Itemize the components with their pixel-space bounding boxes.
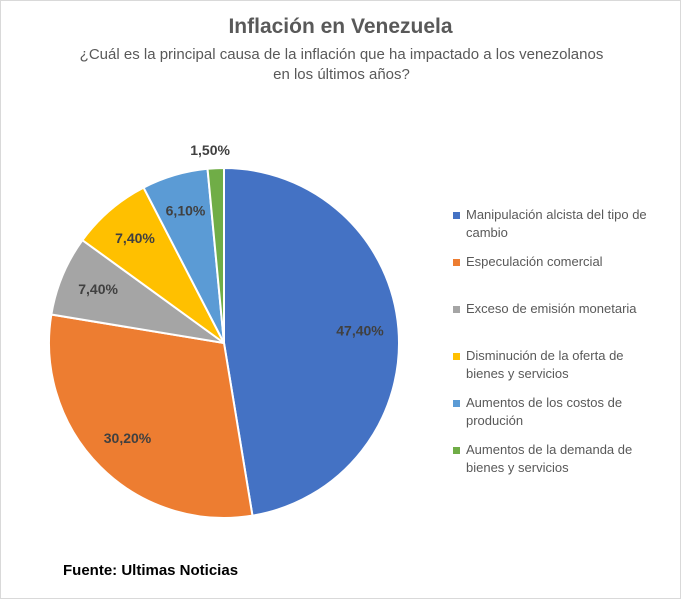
- pie-slice-label-6: 1,50%: [190, 142, 230, 158]
- legend-swatch-4: [453, 353, 460, 360]
- pie-slice-6: [206, 166, 225, 344]
- legend-label-2-line-1: Especulación comercial: [466, 254, 603, 269]
- chart-subtitle-line-1: ¿Cuál es la principal causa de la inflac…: [79, 46, 604, 63]
- legend-item-6: Aumentos de la demanda de bienes y servic…: [453, 441, 632, 477]
- legend-item-5: Aumentos de los costos de produción: [453, 394, 622, 430]
- legend-item-2: Especulación comercial: [453, 253, 603, 271]
- pie-slice-1: [223, 166, 400, 517]
- legend-swatch-3: [453, 306, 460, 313]
- pie-slice-label-3: 7,40%: [78, 281, 118, 297]
- legend-label-2: Especulación comercial: [466, 253, 603, 271]
- legend-label-3: Exceso de emisión monetaria: [466, 300, 637, 318]
- legend-label-1-line-2: cambio: [466, 225, 508, 240]
- legend-label-5: Aumentos de los costos de produción: [466, 394, 622, 430]
- legend-label-5-line-2: produción: [466, 413, 524, 428]
- legend-swatch-5: [453, 400, 460, 407]
- legend-label-1-line-1: Manipulación alcista del tipo de: [466, 207, 647, 222]
- legend-label-3-line-1: Exceso de emisión monetaria: [466, 301, 637, 316]
- pie-slice-label-5: 6,10%: [166, 203, 206, 219]
- legend-item-3: Exceso de emisión monetaria: [453, 300, 637, 318]
- legend-label-6: Aumentos de la demanda de bienes y servic…: [466, 441, 632, 477]
- legend-item-1: Manipulación alcista del tipo de cambio: [453, 206, 647, 242]
- pie-slice-label-1: 47,40%: [336, 323, 384, 339]
- legend-label-4: Disminución de la oferta de bienes y serv…: [466, 347, 624, 383]
- legend-label-5-line-1: Aumentos de los costos de: [466, 395, 623, 410]
- legend-label-4-line-2: bienes y servicios: [466, 366, 569, 381]
- chart-title: Inflación en Venezuela: [228, 15, 453, 38]
- chart-subtitle: ¿Cuál es la principal causa de la inflac…: [61, 45, 622, 85]
- legend-swatch-6: [453, 447, 460, 454]
- pie-slice-label-2: 30,20%: [104, 430, 152, 446]
- pie-slice-label-4: 7,40%: [115, 230, 155, 246]
- chart-subtitle-line-2: en los últimos años?: [273, 66, 410, 83]
- pie-slice-2: [48, 313, 254, 519]
- legend-label-4-line-1: Disminución de la oferta de: [466, 348, 624, 363]
- source-note: Fuente: Ultimas Noticias: [63, 562, 239, 579]
- legend-swatch-1: [453, 212, 460, 219]
- legend-swatch-2: [453, 259, 460, 266]
- legend-label-6-line-2: bienes y servicios: [466, 460, 569, 475]
- legend-item-4: Disminución de la oferta de bienes y serv…: [453, 347, 624, 383]
- legend-label-6-line-1: Aumentos de la demanda de: [466, 442, 633, 457]
- legend-label-1: Manipulación alcista del tipo de cambio: [466, 206, 647, 242]
